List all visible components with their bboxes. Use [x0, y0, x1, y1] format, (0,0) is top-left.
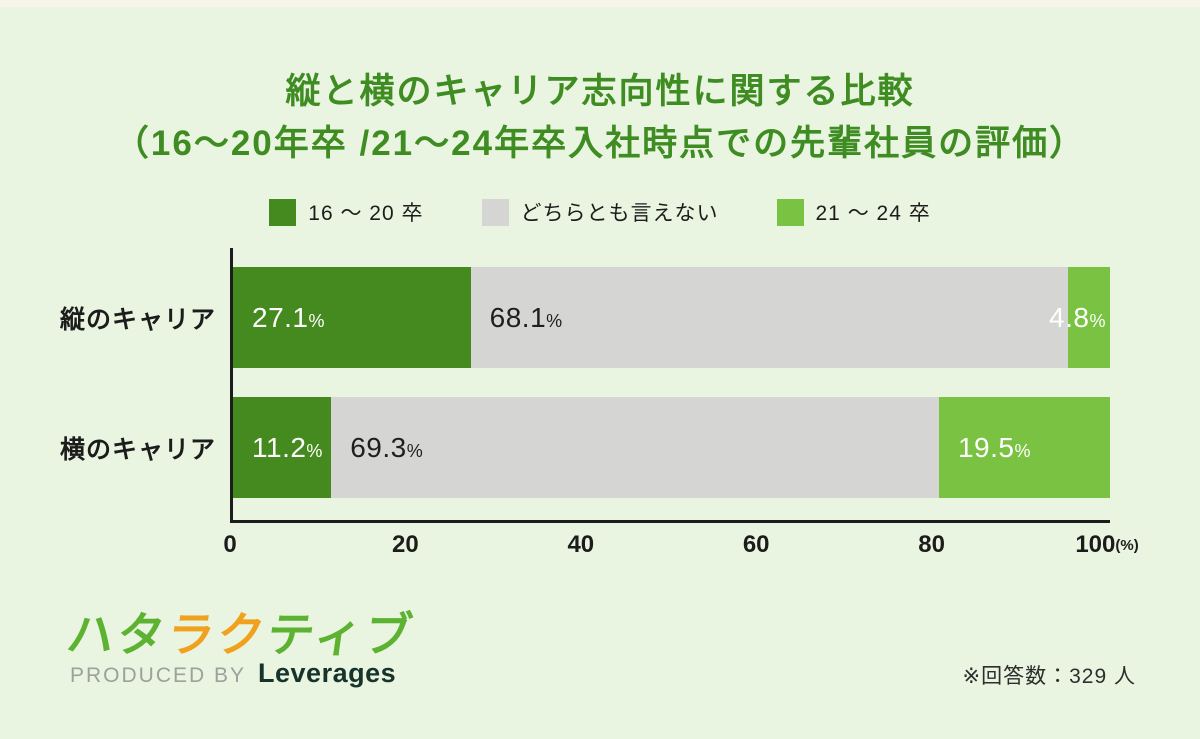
- legend-swatch: [269, 198, 297, 226]
- x-axis-unit: (%): [1115, 537, 1139, 554]
- chart-title-line1: 縦と横のキャリア志向性に関する比較: [285, 72, 915, 111]
- logo-character: ク: [213, 608, 272, 661]
- x-tick-label: 0: [223, 531, 237, 558]
- legend-label: 21 ～ 24 卒: [815, 202, 931, 225]
- category-label: 横のキャリア: [59, 435, 216, 464]
- legend-label: どちらとも言えない: [520, 202, 719, 225]
- x-tick-label: 100(%): [1075, 531, 1139, 558]
- chart-title: 縦と横のキャリア志向性に関する比較 （16～20年卒 /21～24年卒入社時点で…: [0, 66, 1200, 170]
- x-tick-label: 20: [392, 531, 419, 558]
- logo-character: ラ: [163, 608, 222, 661]
- top-edge-strip: [0, 0, 1200, 7]
- chart-title-line2: （16～20年卒 /21～24年卒入社時点での先輩社員の評価）: [113, 124, 1087, 163]
- legend-item: どちらとも言えない: [481, 197, 719, 227]
- bar-segment: 19.5%: [938, 397, 1110, 498]
- legend-swatch: [481, 198, 509, 226]
- segment-value: 68.1%: [471, 302, 563, 334]
- x-tick-label: 80: [918, 531, 945, 558]
- bar-row: 27.1% 68.1% 4.8%: [233, 267, 1110, 368]
- logo-character: ハ: [63, 608, 122, 661]
- segment-value-percent-sign: %: [308, 310, 326, 331]
- segment-value: 27.1%: [233, 302, 325, 334]
- segment-value-number: 27.1: [252, 301, 309, 333]
- bar-segment: 69.3%: [331, 397, 939, 498]
- hatarakutive-logo: ハタラクティブ: [63, 596, 420, 665]
- x-tick-label: 40: [567, 531, 595, 558]
- segment-value-number: 68.1: [489, 301, 547, 333]
- leverages-brand: Leverages: [258, 658, 397, 688]
- legend-item: 16 ～ 20 卒: [269, 197, 423, 227]
- segment-value-percent-sign: %: [1014, 440, 1031, 461]
- segment-value-percent-sign: %: [406, 440, 424, 461]
- segment-value-number: 11.2: [252, 431, 307, 463]
- category-label: 縦のキャリア: [59, 305, 216, 334]
- bar-row: 11.2% 69.3% 19.5%: [233, 397, 1110, 498]
- segment-value: 11.2%: [233, 432, 323, 464]
- produced-by-line: PRODUCED BY Leverages: [70, 658, 396, 689]
- respondent-count-note: ※回答数：329 人: [962, 665, 1136, 688]
- bar-segment: 4.8%: [1049, 267, 1110, 368]
- legend: 16 ～ 20 卒 どちらとも言えない 21 ～ 24 卒: [0, 197, 1200, 227]
- bar-segment: 11.2%: [233, 397, 332, 498]
- x-tick-label: 60: [742, 531, 770, 558]
- logo-character: テ: [263, 608, 319, 661]
- segment-value-number: 19.5: [957, 431, 1015, 463]
- segment-value-percent-sign: %: [306, 440, 323, 461]
- segment-value-number: 69.3: [350, 431, 407, 463]
- bar-segment: 68.1%: [470, 267, 1068, 368]
- logo-character: タ: [113, 608, 172, 661]
- segment-value: 69.3%: [331, 432, 423, 464]
- legend-swatch: [776, 198, 804, 226]
- segment-value-number: 4.8: [1049, 301, 1090, 333]
- segment-value: 4.8%: [1049, 302, 1106, 334]
- legend-label: 16 ～ 20 卒: [308, 202, 424, 225]
- segment-value-percent-sign: %: [546, 310, 563, 331]
- logo-character: ィ: [310, 608, 369, 661]
- bar-segment: 27.1%: [233, 267, 471, 368]
- legend-item: 21 ～ 24 卒: [776, 197, 931, 227]
- segment-value: 19.5%: [939, 432, 1031, 464]
- segment-value-percent-sign: %: [1089, 310, 1106, 331]
- x-axis: 0 20 40 60 80 100(%): [223, 531, 1138, 561]
- produced-by-label: PRODUCED BY: [70, 664, 247, 687]
- plot-area: 27.1% 68.1% 4.8% 11.2% 69.3% 19.5%: [230, 248, 1110, 523]
- logo-character: ブ: [360, 608, 419, 661]
